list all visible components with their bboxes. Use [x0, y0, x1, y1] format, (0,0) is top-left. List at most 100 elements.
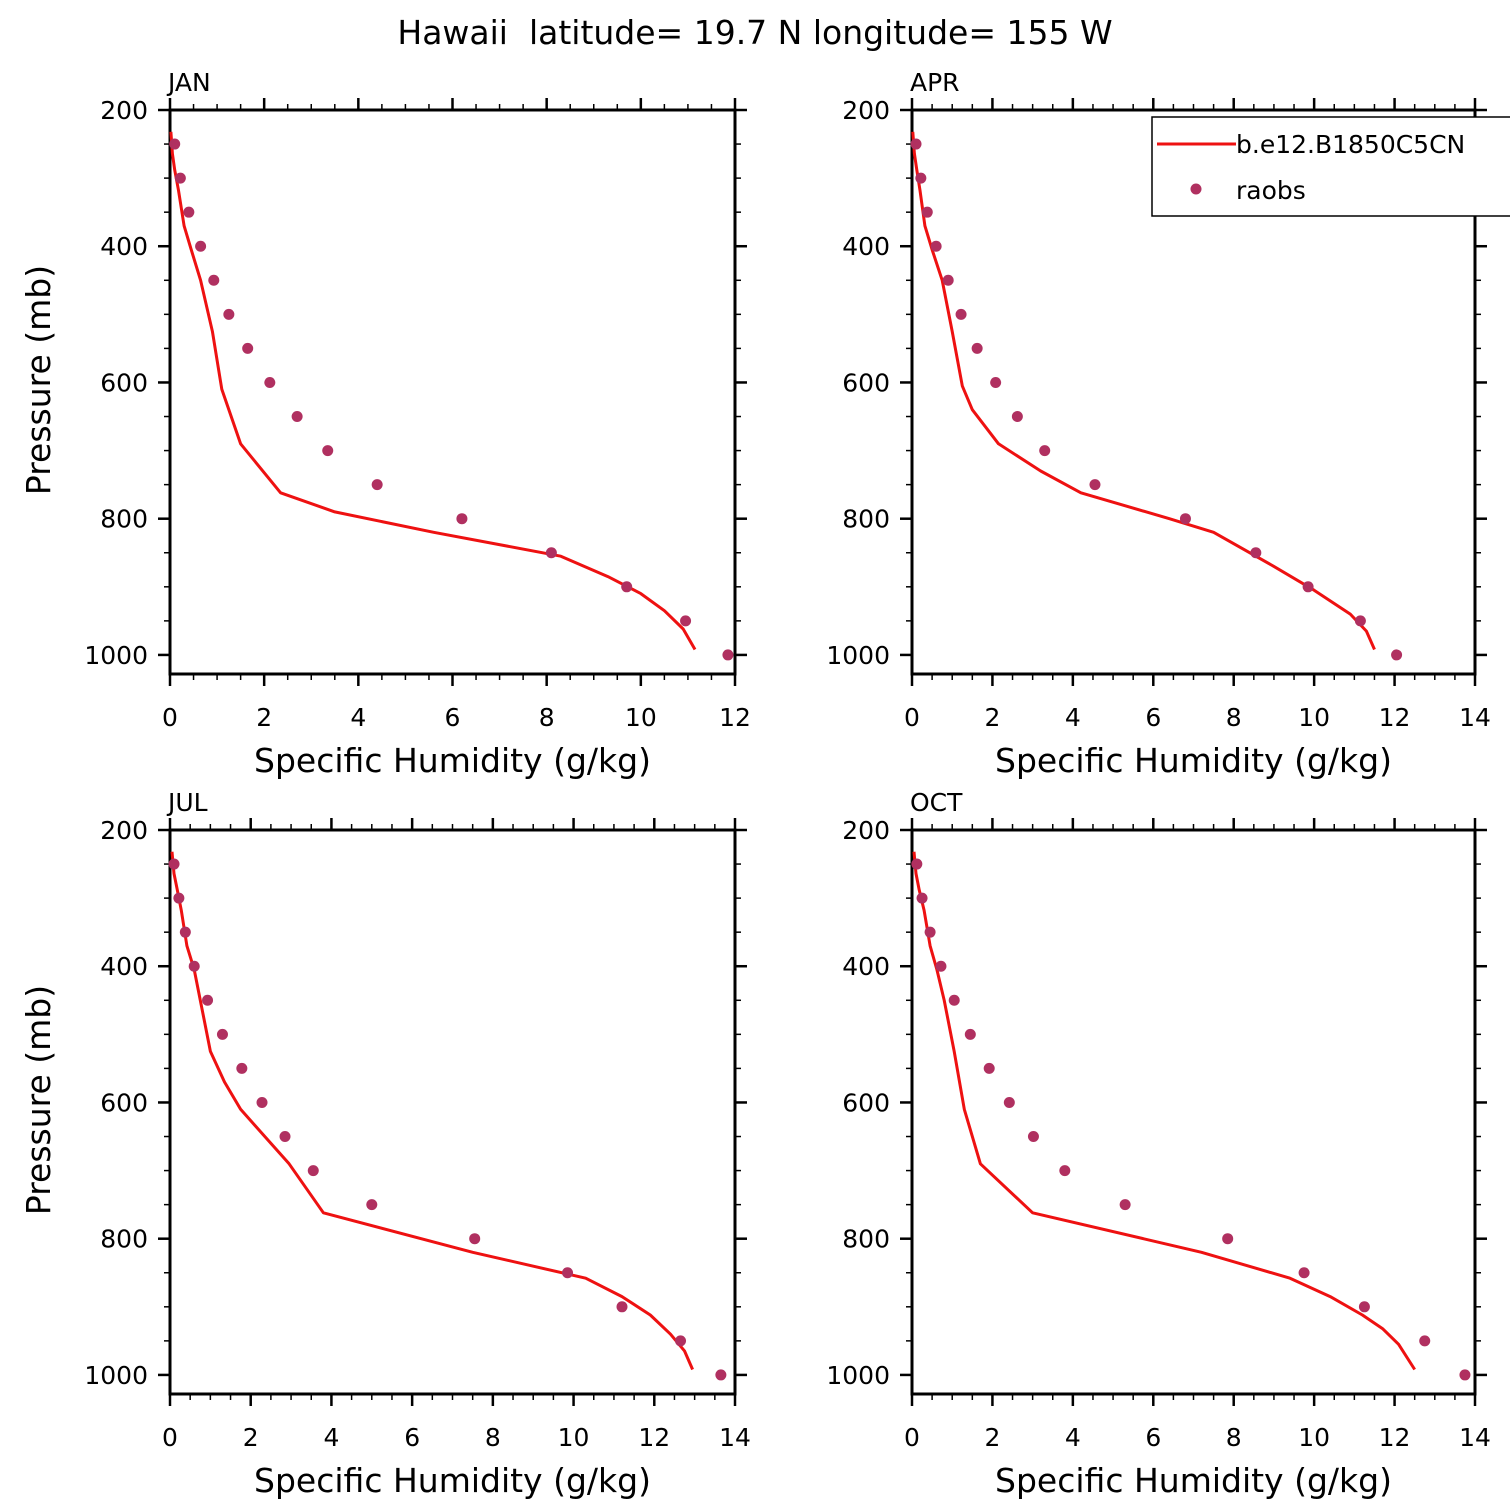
- data-point-raobs: [1459, 1369, 1471, 1381]
- data-point-raobs: [675, 1335, 687, 1347]
- x-tick-label: 6: [1145, 703, 1161, 732]
- data-point-raobs: [930, 240, 942, 252]
- y-tick-label: 800: [100, 1225, 148, 1254]
- data-point-raobs: [1039, 445, 1051, 457]
- data-point-raobs: [456, 513, 468, 525]
- data-point-raobs: [202, 994, 214, 1006]
- series-line-model: [170, 851, 694, 1371]
- data-point-raobs: [174, 172, 186, 184]
- data-point-raobs: [948, 994, 960, 1006]
- plot-frame: [910, 828, 1477, 1396]
- x-tick-label: 4: [350, 703, 366, 732]
- data-point-raobs: [291, 411, 303, 423]
- y-tick-label: 1000: [84, 641, 148, 670]
- x-tick-label: 8: [1226, 703, 1242, 732]
- plot-frame: [168, 108, 737, 676]
- y-axis-label: Pressure (mb): [19, 265, 58, 495]
- data-point-raobs: [223, 308, 235, 320]
- data-point-raobs: [1003, 1096, 1015, 1108]
- data-point-raobs: [173, 892, 185, 904]
- data-point-raobs: [1391, 649, 1403, 661]
- data-point-raobs: [168, 858, 180, 870]
- data-point-raobs: [1298, 1267, 1310, 1279]
- y-tick-label: 1000: [826, 641, 890, 670]
- x-tick-label: 14: [1459, 1423, 1491, 1452]
- y-tick-label: 400: [842, 232, 890, 261]
- y-tick-label: 400: [100, 952, 148, 981]
- y-tick-label: 200: [100, 96, 148, 125]
- data-point-raobs: [208, 274, 220, 286]
- x-tick-label: 0: [162, 703, 178, 732]
- chart-panel-oct: 0 2 4 6 8 10 12 14 200 400 600 800 1000 OCT Specific H…: [826, 788, 1491, 1500]
- data-point-raobs: [1302, 581, 1314, 593]
- chart-panel-jul: 0 2 4 6 8 10 12 14 200 400 600 800 1000 JUL Specific H…: [19, 788, 751, 1500]
- data-point-raobs: [915, 172, 927, 184]
- x-tick-label: 12: [638, 1423, 670, 1452]
- panel-title: OCT: [910, 788, 963, 817]
- y-tick-label: 800: [842, 1225, 890, 1254]
- y-tick-label: 200: [842, 816, 890, 845]
- data-point-raobs: [195, 240, 207, 252]
- x-tick-label: 8: [539, 703, 555, 732]
- x-tick-label: 0: [162, 1423, 178, 1452]
- data-point-raobs: [680, 615, 692, 627]
- data-point-raobs: [1419, 1335, 1431, 1347]
- data-point-raobs: [366, 1199, 378, 1211]
- y-tick-label: 800: [100, 505, 148, 534]
- data-point-raobs: [921, 206, 933, 218]
- y-tick-label: 600: [842, 1088, 890, 1117]
- chart-panel-apr: 0 2 4 6 8 10 12 14 200 400 600 800 1000 APR Specific H…: [826, 68, 1510, 780]
- data-point-raobs: [307, 1165, 319, 1177]
- x-tick-label: 4: [323, 1423, 339, 1452]
- y-tick-label: 1000: [84, 1361, 148, 1390]
- x-tick-label: 4: [1065, 1423, 1081, 1452]
- x-tick-label: 0: [904, 1423, 920, 1452]
- x-tick-label: 2: [243, 1423, 259, 1452]
- legend-marker-swatch: [1190, 183, 1202, 195]
- data-point-raobs: [562, 1267, 574, 1279]
- x-tick-label: 10: [1298, 703, 1330, 732]
- legend-box: [1151, 116, 1510, 217]
- data-point-raobs: [469, 1233, 481, 1245]
- data-point-raobs: [1027, 1131, 1039, 1143]
- legend-label-raobs: raobs: [1236, 176, 1306, 205]
- x-axis-label: Specific Humidity (g/kg): [254, 741, 651, 780]
- x-tick-label: 2: [984, 1423, 1000, 1452]
- x-tick-label: 6: [1145, 1423, 1161, 1452]
- y-tick-label: 600: [842, 368, 890, 397]
- data-point-raobs: [964, 1028, 976, 1040]
- x-tick-label: 10: [1298, 1423, 1330, 1452]
- series-line-model: [912, 851, 1416, 1371]
- x-tick-label: 0: [904, 703, 920, 732]
- x-tick-label: 14: [1459, 703, 1491, 732]
- x-tick-label: 8: [1226, 1423, 1242, 1452]
- data-point-raobs: [621, 581, 633, 593]
- x-axis-label: Specific Humidity (g/kg): [995, 741, 1392, 780]
- data-point-raobs: [371, 479, 383, 491]
- figure-title: Hawaii latitude= 19.7 N longitude= 155 W: [397, 13, 1112, 52]
- x-tick-label: 6: [445, 703, 461, 732]
- data-point-raobs: [1011, 411, 1023, 423]
- data-point-raobs: [1222, 1233, 1234, 1245]
- x-tick-label: 12: [1379, 1423, 1411, 1452]
- x-tick-label: 10: [625, 703, 657, 732]
- data-point-raobs: [322, 445, 334, 457]
- x-tick-label: 12: [1379, 703, 1411, 732]
- data-point-raobs: [1179, 513, 1191, 525]
- data-point-raobs: [169, 138, 181, 150]
- data-point-raobs: [722, 649, 734, 661]
- legend: b.e12.B1850C5CN raobs: [1151, 116, 1510, 217]
- x-axis-label: Specific Humidity (g/kg): [995, 1461, 1392, 1500]
- series-line-model: [169, 131, 697, 651]
- x-tick-label: 10: [558, 1423, 590, 1452]
- data-point-raobs: [242, 342, 254, 354]
- x-tick-label: 14: [719, 1423, 751, 1452]
- data-point-raobs: [910, 138, 922, 150]
- x-tick-label: 4: [1065, 703, 1081, 732]
- data-point-raobs: [955, 308, 967, 320]
- data-point-raobs: [179, 926, 191, 938]
- y-tick-label: 200: [100, 816, 148, 845]
- y-tick-label: 400: [842, 952, 890, 981]
- panel-title: APR: [910, 68, 960, 97]
